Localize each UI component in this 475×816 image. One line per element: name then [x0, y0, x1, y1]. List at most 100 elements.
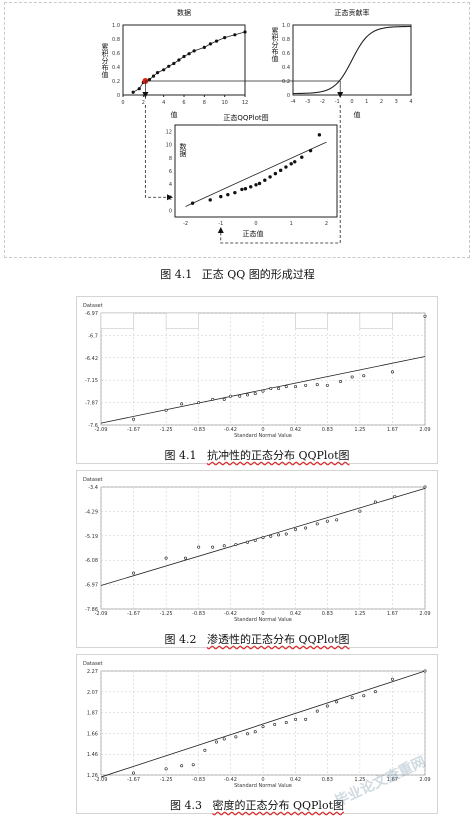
- qq-data-point: [339, 379, 343, 383]
- left-plot-point: [233, 33, 237, 37]
- bottom-plot-point: [278, 168, 283, 173]
- qq-data-point: [180, 402, 184, 406]
- left-plot-ylabel: 累积分布值: [101, 43, 109, 79]
- qq-xtick-label: 0: [261, 777, 264, 783]
- qq-data-point: [214, 740, 218, 744]
- qq-xtick-label: 0.83: [322, 427, 333, 433]
- qq-ytick-label: 1.46: [87, 752, 98, 758]
- bottom-plot-point: [273, 171, 278, 176]
- qq-data-point: [211, 545, 215, 549]
- qq-ytick-label: -6.7: [88, 333, 98, 339]
- right-plot-title: 正态贡献率: [335, 8, 370, 17]
- qqplot-panel-2: Dataset -2.09 -1.67 -1.25 -0.83 -0.42 0 0.42 0.8…: [76, 470, 438, 648]
- bottom-xtick-label: 0: [254, 221, 257, 227]
- arrow-right-icon: [167, 194, 173, 201]
- qq-xtick-label: 1.67: [387, 777, 398, 783]
- bottom-plot-point: [317, 133, 322, 137]
- qq-xtick-label: -0.83: [192, 427, 205, 433]
- right-xtick-label: -4: [291, 99, 296, 105]
- qq-xtick-label: 1.67: [387, 427, 398, 433]
- bottom-plot-point: [208, 198, 212, 202]
- right-ytick-label: 0.6: [282, 51, 290, 57]
- qq-ytick-label: -3.4: [88, 485, 98, 491]
- bottom-plot-point: [257, 181, 262, 186]
- left-plot-point: [155, 71, 160, 75]
- left-xtick-label: 6: [182, 100, 185, 106]
- qq-data-point: [164, 767, 168, 771]
- left-ytick-label: 0: [117, 93, 120, 99]
- qq-ytick-label: 1.66: [87, 731, 98, 737]
- left-plot-point: [182, 54, 186, 59]
- left-plot-point: [131, 90, 135, 94]
- bottom-plot-point: [233, 190, 237, 195]
- caption-text: 密度的正态分布 QQPlot图: [212, 799, 345, 812]
- qq-xtick-label: 1.67: [387, 611, 398, 617]
- qq-data-point: [238, 394, 242, 398]
- bottom-plot-frame: [174, 124, 338, 218]
- qqplot-panel-1: Dataset -2.09 -1.67 -1.25 -0.83 -0.42 0 0.42 0.8…: [76, 296, 438, 464]
- bottom-plot-point: [308, 148, 313, 153]
- left-plot-point: [208, 42, 213, 46]
- left-xtick-label: 4: [162, 100, 165, 106]
- bottom-plot-point: [226, 192, 230, 197]
- qq-ytick-label: -6.97: [85, 583, 98, 589]
- right-xtick-label: 3: [395, 99, 398, 105]
- qq-ytick-label: -7.15: [85, 378, 98, 384]
- right-xtick-label: -2: [320, 99, 325, 105]
- qq-data-point: [373, 690, 377, 694]
- qq-xtick-label: 2.09: [419, 611, 430, 617]
- bottom-plot-point: [243, 187, 248, 191]
- qq-xtick-label: -2.09: [95, 611, 108, 617]
- left-ytick-label: 0.2: [112, 79, 120, 85]
- qq-ytick-label: 1.87: [87, 711, 98, 717]
- caption-text: 抗冲性的正态分布 QQPlot图: [207, 449, 350, 462]
- right-ytick-label: 1.0: [282, 23, 290, 29]
- qqplot-chart-1: Dataset -2.09 -1.67 -1.25 -0.83 -0.42 0 0.42 0.8…: [83, 303, 431, 439]
- qq-xtick-label: 2.09: [419, 427, 430, 433]
- qq-xtick-label: 0: [261, 427, 264, 433]
- qq-xtick-label: -1.67: [127, 427, 140, 433]
- qq-ytick-label: -5.19: [85, 534, 98, 540]
- right-ytick-label: 0.2: [282, 79, 290, 85]
- qq-formation-figure-frame: 数据 累积分布值值 0 2 4 6 8 10 12 0 0.2 0.4 0.6 0.8 1.0 正态贡献率 累积…: [4, 2, 470, 258]
- bottom-plot-point: [284, 165, 288, 169]
- qq-data-point: [228, 394, 232, 398]
- qq-data-point: [423, 485, 427, 489]
- left-xtick-label: 2: [142, 100, 145, 106]
- qq-data-point: [261, 725, 265, 729]
- qq-ytick-label: 1.26: [87, 773, 98, 779]
- qqplot-chart-2: Dataset -2.09 -1.67 -1.25 -0.83 -0.42 0 0.42 0.8…: [83, 477, 431, 623]
- left-plot-point: [177, 58, 181, 62]
- bottom-plot-point: [263, 178, 267, 182]
- qq-data-point: [132, 417, 136, 421]
- caption-number: 图 4.3: [170, 799, 202, 812]
- bottom-xtick-label: 2: [325, 221, 328, 227]
- qq-data-point: [294, 527, 298, 531]
- qq-data-point: [390, 677, 394, 681]
- qq-xtick-label: 1.25: [354, 777, 365, 783]
- qq-xtick-label: -0.83: [192, 777, 205, 783]
- right-xtick-label: 0: [350, 99, 353, 105]
- left-plot-curve: [132, 31, 246, 93]
- qq-data-point: [164, 408, 168, 412]
- qq-data-point: [269, 534, 273, 538]
- qq-xtick-label: -1.67: [127, 777, 140, 783]
- qq-data-point: [132, 771, 136, 775]
- bottom-plot-point: [268, 175, 272, 179]
- bottom-ytick-label: 4: [169, 182, 172, 188]
- right-plot-frame: [292, 24, 412, 96]
- qq-data-point: [362, 374, 366, 378]
- caption-number: 图 4.2: [164, 633, 197, 646]
- qq-data-point: [315, 709, 319, 713]
- panel-caption-2: 图 4.2 渗透性的正态分布 QQPlot图: [77, 631, 437, 647]
- qq-data-point: [183, 556, 187, 560]
- qq-xtick-label: 0.42: [290, 777, 301, 783]
- left-plot-point: [243, 30, 247, 34]
- qq-band-box: [359, 312, 393, 329]
- left-plot-point: [137, 87, 141, 91]
- right-plot-xlabel: 值: [354, 110, 361, 119]
- qq-data-point: [373, 500, 377, 504]
- left-plot-point: [187, 52, 191, 56]
- right-ytick-label: 0.8: [282, 37, 290, 43]
- qq-data-point: [304, 717, 308, 721]
